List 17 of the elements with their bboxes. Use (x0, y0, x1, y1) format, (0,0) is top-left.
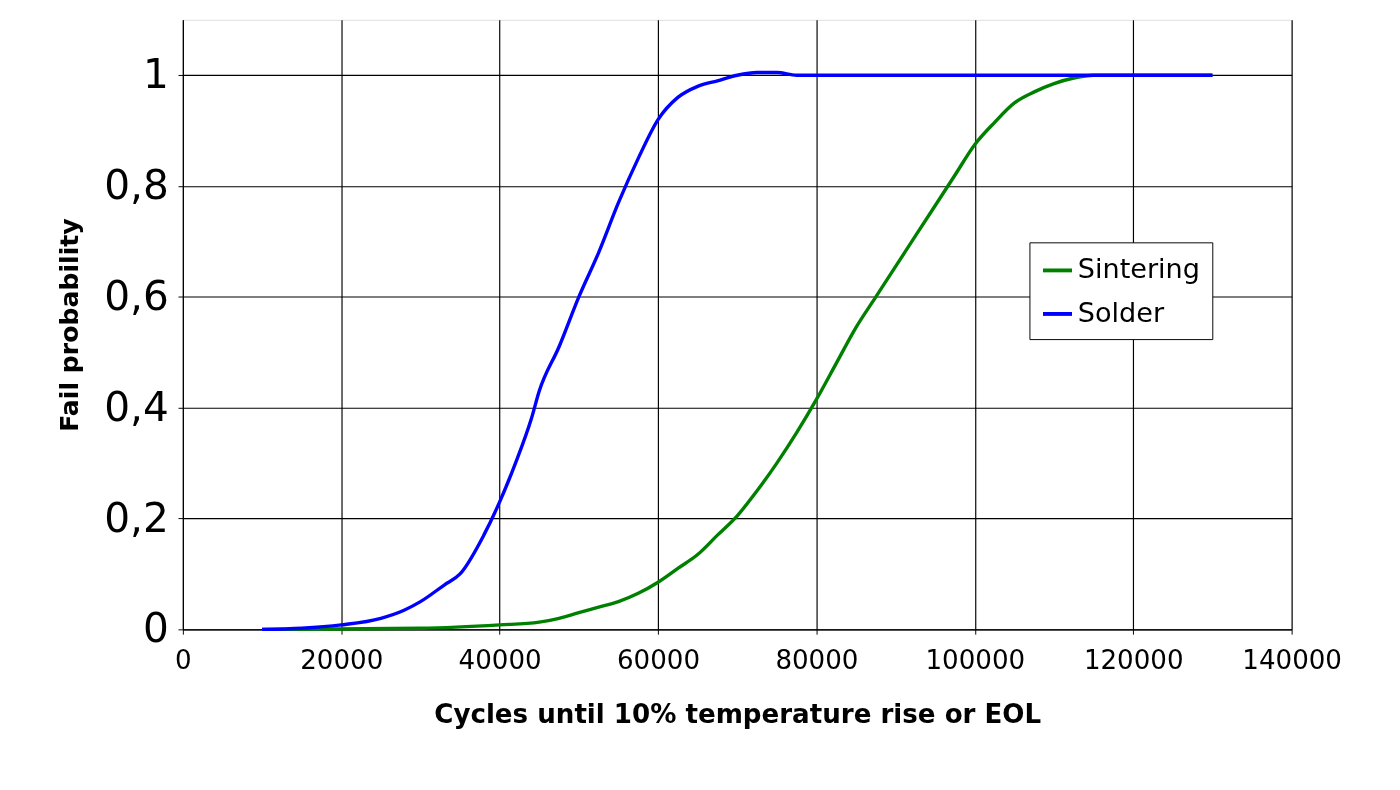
x-tick-label: 140000 (1242, 644, 1342, 675)
y-tick-label: 0,8 (104, 161, 169, 210)
x-tick-label: 80000 (775, 644, 859, 675)
x-tick-label: 120000 (1083, 644, 1184, 675)
x-tick-label: 60000 (617, 644, 701, 675)
x-axis-title: Cycles until 10% temperature rise or EOL (434, 698, 1042, 729)
x-tick-label: 40000 (458, 644, 542, 675)
y-axis-title: Fail probability (55, 218, 85, 432)
y-tick-label: 0,4 (104, 382, 169, 431)
legend-label: Solder (1077, 296, 1165, 328)
x-tick-label: 0 (175, 644, 192, 675)
x-tick-label: 20000 (300, 644, 384, 675)
y-tick-label: 0,6 (104, 271, 169, 320)
y-tick-label: 1 (142, 50, 169, 99)
legend-label: Sintering (1077, 253, 1200, 285)
x-tick-label: 100000 (925, 644, 1026, 675)
y-tick-label: 0,2 (104, 493, 169, 542)
